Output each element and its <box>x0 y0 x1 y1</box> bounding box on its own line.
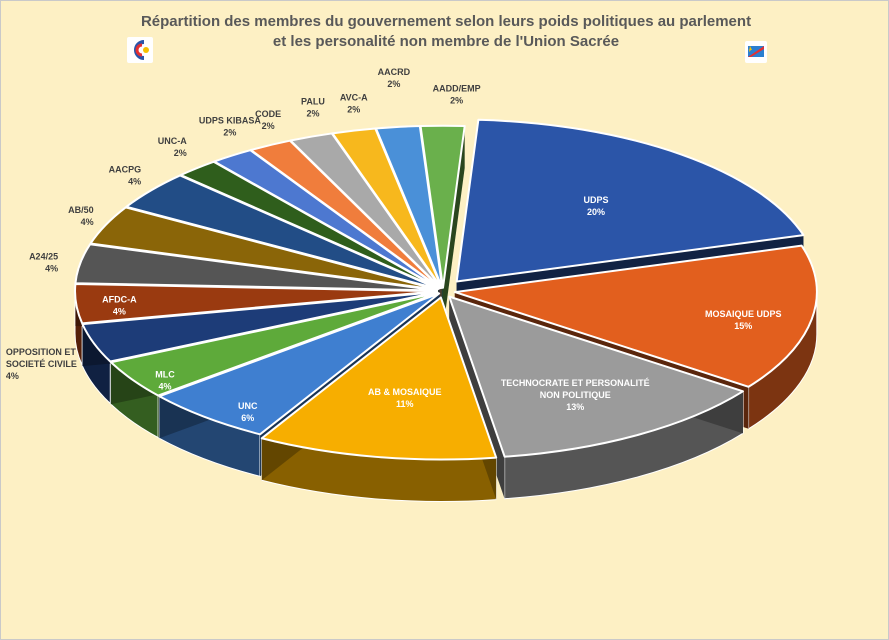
slice-name-palu: PALU <box>301 97 325 107</box>
pie-slice-ab-50 <box>89 206 439 291</box>
slice-label-unc: UNC 6% <box>238 401 258 423</box>
slice-value-mlc: 4% <box>159 381 172 391</box>
slice-name-avc-a: AVC-A <box>340 93 368 103</box>
slice-value-ab-mosaique: 11% <box>396 399 414 409</box>
slice-value-unc-a: 2% <box>174 148 187 158</box>
slice-label-unc-a: UNC-A 2% <box>158 136 187 158</box>
pie-slice-unc <box>158 292 441 436</box>
pie-slice-udps <box>455 118 805 283</box>
slice-name-aacpg: AACPG <box>109 164 142 174</box>
slice-label-aacpg: AACPG 4% <box>109 164 142 186</box>
slice-value-code: 2% <box>262 121 275 131</box>
slice-name-udps-kibasa: UDPS KIBASA <box>199 116 262 126</box>
slice-value-afdc-a: 4% <box>113 306 126 316</box>
slice-label-afdc-a: AFDC-A 4% <box>102 294 137 316</box>
slice-name-code: CODE <box>255 109 281 119</box>
chart-title-line2: et les personalité non membre de l'Union… <box>272 33 620 50</box>
party-logo-icon <box>127 37 153 63</box>
slice-name-opposition-et-societ-civile: SOCIETÉ CIVILE <box>6 359 77 369</box>
slice-label-aacrd: AACRD 2% <box>378 67 411 89</box>
slice-name-aacrd: AACRD <box>378 67 411 77</box>
slice-value-udps-kibasa: 2% <box>223 128 236 138</box>
slice-name-mlc: MLC <box>155 369 175 379</box>
slice-label-mosaique-udps: MOSAIQUE UDPS 15% <box>705 309 782 331</box>
slice-value-udps: 20% <box>587 207 605 217</box>
pie-slice-mosaique-udps <box>453 244 818 388</box>
chart-title-line1: Répartition des membres du gouvernement … <box>140 13 752 30</box>
slice-label-avc-a: AVC-A 2% <box>340 93 368 115</box>
slice-value-aacrd: 2% <box>387 79 400 89</box>
slice-label-palu: PALU 2% <box>301 97 325 119</box>
slice-value-a24-25: 4% <box>45 264 58 274</box>
slice-label-udps-kibasa: UDPS KIBASA 2% <box>199 116 262 138</box>
slice-name-ab-50: AB/50 <box>68 205 94 215</box>
slice-value-palu: 2% <box>306 109 319 119</box>
slice-value-opposition-et-societ-civile: 4% <box>6 371 19 381</box>
slice-label-ab-mosaique: AB & MOSAIQUE 11% <box>368 387 442 409</box>
slice-label-a24-25: A24/25 4% <box>29 252 58 274</box>
slice-value-avc-a: 2% <box>347 105 360 115</box>
slice-value-mosaique-udps: 15% <box>734 321 752 331</box>
slice-name-unc-a: UNC-A <box>158 136 187 146</box>
slice-label-opposition-et-societ-civile: OPPOSITION ET SOCIETÉ CIVILE 4% <box>6 347 77 381</box>
slice-name-udps: UDPS <box>584 195 609 205</box>
pie-slice-aadd-emp <box>419 124 466 289</box>
slice-label-mlc: MLC 4% <box>155 369 175 391</box>
slice-value-aadd-emp: 2% <box>450 96 463 106</box>
slice-label-code: CODE 2% <box>255 109 281 131</box>
slice-name-technocrate-et-personalit-non-politique: NON POLITIQUE <box>540 390 611 400</box>
flag-emblem-icon <box>745 41 767 63</box>
slice-name-unc: UNC <box>238 401 258 411</box>
pie-slice-technocrate-et-personalit-non-politique <box>448 295 744 458</box>
slice-value-aacpg: 4% <box>128 176 141 186</box>
slice-name-afdc-a: AFDC-A <box>102 294 137 304</box>
slice-label-aadd-emp: AADD/EMP 2% <box>433 84 481 106</box>
slice-name-opposition-et-societ-civile: OPPOSITION ET <box>6 347 77 357</box>
slice-label-technocrate-et-personalit-non-politique: TECHNOCRATE ET PERSONALITÉ NON POLITIQUE 1… <box>501 378 650 412</box>
slice-name-mosaique-udps: MOSAIQUE UDPS <box>705 309 782 319</box>
slice-label-ab-50: AB/50 4% <box>68 205 94 227</box>
slice-name-aadd-emp: AADD/EMP <box>433 84 481 94</box>
slice-name-ab-mosaique: AB & MOSAIQUE <box>368 387 442 397</box>
slice-value-ab-50: 4% <box>81 217 94 227</box>
slice-name-technocrate-et-personalit-non-politique: TECHNOCRATE ET PERSONALITÉ <box>501 378 650 388</box>
pie-cut-aadd-emp-1 <box>442 125 465 330</box>
slice-value-technocrate-et-personalit-non-politique: 13% <box>566 402 584 412</box>
pie-slice-ab-mosaique <box>260 296 498 461</box>
slice-label-udps: UDPS 20% <box>584 195 609 217</box>
slice-value-unc: 6% <box>241 413 254 423</box>
slice-name-a24-25: A24/25 <box>29 252 58 262</box>
